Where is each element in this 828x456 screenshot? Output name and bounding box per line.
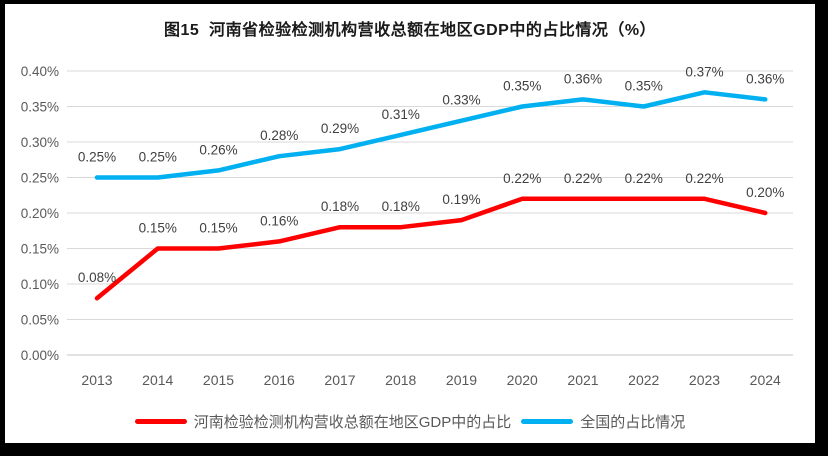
svg-text:0.35%: 0.35%	[21, 100, 59, 115]
svg-text:0.31%: 0.31%	[382, 107, 420, 122]
svg-text:2022: 2022	[628, 372, 659, 388]
svg-text:0.19%: 0.19%	[442, 192, 480, 207]
chart-title: 图15 河南省检验检测机构营收总额在地区GDP中的占比情况（%）	[163, 22, 657, 39]
svg-text:0.15%: 0.15%	[199, 221, 237, 236]
svg-text:0.26%: 0.26%	[199, 142, 237, 157]
legend-label-national: 全国的占比情况	[580, 414, 686, 431]
svg-text:2023: 2023	[689, 372, 720, 388]
svg-text:0.20%: 0.20%	[746, 185, 784, 200]
legend-line-blue-icon	[521, 419, 574, 424]
line-chart-canvas: 0.00% 0.05% 0.10% 0.15% 0.20% 0.25% 0.30% 0.35%…	[21, 64, 793, 388]
svg-text:0.33%: 0.33%	[442, 93, 480, 108]
svg-text:0.25%: 0.25%	[21, 171, 59, 186]
svg-text:0.29%: 0.29%	[321, 121, 359, 136]
svg-text:0.22%: 0.22%	[503, 171, 541, 186]
chart-legend: 河南检验检测机构营收总额在地区GDP中的占比 全国的占比情况	[5, 411, 815, 432]
svg-text:0.35%: 0.35%	[625, 79, 663, 94]
svg-text:0.05%: 0.05%	[21, 313, 59, 328]
svg-text:0.40%: 0.40%	[21, 64, 59, 79]
svg-text:2020: 2020	[507, 372, 538, 388]
svg-text:0.30%: 0.30%	[21, 135, 59, 150]
svg-text:0.25%: 0.25%	[78, 150, 116, 165]
svg-text:0.18%: 0.18%	[382, 199, 420, 214]
svg-text:2015: 2015	[203, 372, 234, 388]
svg-text:0.35%: 0.35%	[503, 79, 541, 94]
svg-text:2016: 2016	[264, 372, 295, 388]
svg-text:2021: 2021	[567, 372, 598, 388]
svg-text:0.20%: 0.20%	[21, 206, 59, 221]
svg-text:0.22%: 0.22%	[564, 171, 602, 186]
legend-label-henan: 河南检验检测机构营收总额在地区GDP中的占比	[193, 414, 512, 431]
svg-text:2014: 2014	[142, 372, 173, 388]
svg-text:0.15%: 0.15%	[21, 242, 59, 257]
svg-text:0.37%: 0.37%	[685, 64, 723, 79]
svg-text:0.00%: 0.00%	[21, 348, 59, 363]
svg-text:2024: 2024	[750, 372, 781, 388]
svg-text:0.36%: 0.36%	[564, 71, 602, 86]
svg-text:2018: 2018	[385, 372, 416, 388]
svg-text:2017: 2017	[324, 372, 355, 388]
legend-item-national: 全国的占比情况	[521, 411, 685, 432]
svg-text:2019: 2019	[446, 372, 477, 388]
svg-text:0.15%: 0.15%	[139, 221, 177, 236]
svg-text:0.22%: 0.22%	[685, 171, 723, 186]
svg-text:0.08%: 0.08%	[78, 270, 116, 285]
legend-line-red-icon	[134, 419, 187, 424]
legend-item-henan: 河南检验检测机构营收总额在地区GDP中的占比	[134, 411, 512, 432]
svg-text:0.36%: 0.36%	[746, 71, 784, 86]
svg-text:0.22%: 0.22%	[625, 171, 663, 186]
svg-text:0.18%: 0.18%	[321, 199, 359, 214]
svg-text:0.10%: 0.10%	[21, 277, 59, 292]
svg-text:2013: 2013	[81, 372, 112, 388]
svg-text:0.28%: 0.28%	[260, 128, 298, 143]
svg-text:0.16%: 0.16%	[260, 213, 298, 228]
svg-text:0.25%: 0.25%	[139, 150, 177, 165]
